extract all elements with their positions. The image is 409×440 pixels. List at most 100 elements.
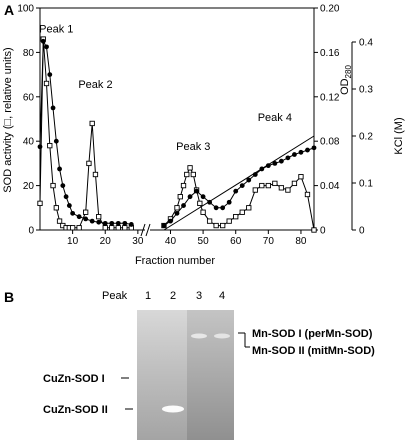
- od280-point: [187, 194, 193, 200]
- y3-tick-label: 0.1: [359, 179, 373, 190]
- sod-activity-point: [239, 209, 245, 215]
- sod-activity-point: [96, 214, 102, 220]
- y-tick-label: 60: [23, 92, 35, 103]
- sod-activity-point: [180, 182, 187, 189]
- sod-activity-point: [92, 171, 99, 178]
- od280-point: [60, 183, 66, 189]
- od280-point: [96, 219, 102, 225]
- x-tick-label: 60: [230, 236, 242, 247]
- od280-point: [102, 220, 108, 226]
- right-band-label: Mn-SOD II (mitMn-SOD): [252, 345, 375, 357]
- od280-point: [285, 155, 291, 161]
- sod-activity-point: [69, 225, 76, 231]
- sod-activity-point: [252, 187, 258, 193]
- sod-activity-point: [56, 218, 63, 224]
- od280-point: [89, 218, 95, 224]
- sod-activity-point: [102, 225, 108, 231]
- peak-label: Peak 2: [78, 79, 112, 91]
- sod-activity-point: [206, 218, 213, 224]
- series-line: [39, 39, 132, 225]
- sod-activity-point: [311, 227, 317, 233]
- y-tick-label: 100: [17, 4, 34, 15]
- od280-point: [220, 205, 226, 211]
- od280-point: [47, 72, 53, 77]
- gel-bands: [162, 333, 230, 413]
- od280-point: [161, 223, 167, 228]
- y-tick-label: 40: [23, 137, 35, 148]
- x-axis-title: Fraction number: [135, 255, 215, 267]
- sod-activity-point: [285, 187, 291, 193]
- sod-activity-point: [233, 214, 239, 220]
- peak-label: Peak 4: [258, 112, 292, 124]
- od280-point: [226, 199, 232, 205]
- od280-point: [44, 44, 49, 50]
- lane-number: 4: [219, 290, 225, 302]
- peak-label: Peak 1: [39, 23, 73, 35]
- sod-activity-point: [115, 225, 121, 231]
- od280-point: [311, 145, 317, 151]
- panel-b-gel: B Peak 1 2 3 4 CuZn-SOD I CuZn-SOD II Mn-SO…: [4, 289, 375, 440]
- sod-activity-point: [89, 120, 95, 127]
- x-tick-label: 20: [100, 236, 112, 247]
- axis-break: [140, 223, 151, 237]
- data-series: [37, 36, 317, 233]
- y-tick-label: 20: [23, 181, 35, 192]
- sod-activity-point: [109, 225, 115, 231]
- sod-activity-point: [291, 180, 298, 187]
- panel-b-label: B: [4, 289, 14, 305]
- y2-tick-label: 0.08: [320, 137, 340, 148]
- y2-axis-title-subscript: 280: [344, 65, 353, 79]
- y2-tick-label: 0.16: [320, 48, 340, 59]
- sod-activity-point: [83, 209, 89, 215]
- od280-point: [63, 194, 69, 200]
- left-band-label: CuZn-SOD II: [43, 404, 108, 416]
- x-tick-label: 70: [263, 236, 275, 247]
- gel-band: [214, 333, 230, 339]
- od280-point: [298, 149, 304, 155]
- sod-activity-point: [187, 165, 193, 171]
- od280-point: [109, 220, 115, 226]
- panel-a-chart: A 02040608010000.040.080.120.160.2000.10…: [2, 2, 405, 267]
- sod-activity-point: [272, 180, 278, 187]
- od280-point: [233, 188, 239, 194]
- y3-tick-label: 0.4: [359, 38, 373, 49]
- series-line: [163, 166, 315, 231]
- od280-point: [194, 188, 199, 194]
- y2-tick-label: 0: [320, 226, 326, 237]
- lane-labels: 1 2 3 4: [145, 290, 225, 302]
- lane-number: 3: [196, 290, 202, 302]
- gel-right-half: [187, 310, 234, 440]
- od280-point: [246, 177, 252, 183]
- od280-point: [122, 220, 128, 226]
- y-tick-label: 80: [23, 48, 35, 59]
- od280-point: [168, 218, 173, 224]
- y3-tick-label: 0.2: [359, 132, 373, 143]
- sod-activity-point: [76, 225, 82, 231]
- sod-activity-point: [200, 209, 206, 215]
- right-band-label: Mn-SOD I (perMn-SOD): [252, 328, 373, 340]
- y2-tick-label: 0.20: [320, 4, 340, 15]
- y-tick-label: 0: [28, 226, 34, 237]
- series-line: [163, 135, 315, 231]
- sod-activity-point: [184, 171, 190, 178]
- od280-point: [272, 161, 278, 166]
- y2-tick-label: 0.04: [320, 181, 340, 192]
- od280-point: [53, 138, 59, 144]
- od280-point: [66, 203, 72, 208]
- sod-activity-point: [50, 182, 56, 189]
- x-tick-label: 40: [165, 236, 177, 247]
- sod-activity-point: [259, 182, 265, 189]
- od280-point: [50, 105, 56, 111]
- y-axis-title: SOD activity (□, relative units): [2, 47, 14, 192]
- sod-activity-point: [37, 200, 43, 207]
- od280-point: [213, 205, 219, 211]
- od280-point: [174, 210, 180, 216]
- peak-annotations: Peak 1 Peak 2 Peak 3 Peak 4: [39, 23, 292, 153]
- sod-activity-point: [47, 142, 53, 149]
- sod-activity-point: [226, 218, 232, 224]
- y2-axis-title: OD280: [339, 65, 353, 95]
- od280-point: [57, 166, 62, 172]
- x-tick-label: 80: [295, 236, 307, 247]
- sod-activity-point: [190, 171, 196, 178]
